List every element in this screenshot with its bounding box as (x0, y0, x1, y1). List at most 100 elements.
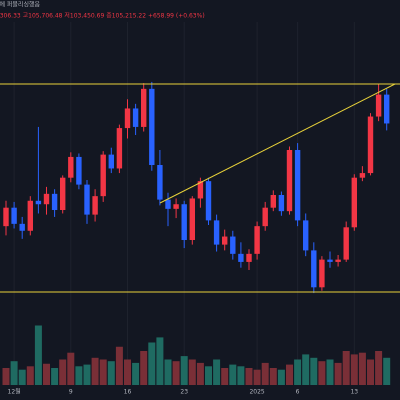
volume-bar (18, 369, 26, 385)
volume-bar (318, 361, 326, 385)
candle-body (351, 177, 357, 228)
volume-bar (229, 364, 237, 385)
volume-bar (269, 368, 277, 385)
volume-bar (10, 361, 18, 385)
candle-body (327, 259, 333, 262)
candle-body (270, 195, 276, 208)
volume-bar (140, 351, 148, 385)
volume-bar (205, 366, 212, 385)
x-tick-label: 12월 (8, 388, 21, 396)
volume-bar (245, 368, 253, 385)
header-band (0, 0, 400, 22)
volume-bar (253, 369, 261, 385)
x-tick-label: 2025 (249, 389, 264, 396)
candle-body (124, 108, 131, 129)
volume-bar (286, 364, 293, 385)
volume-panel (2, 325, 391, 385)
ohlc-legend: 4,306.33 고105,706.48 저103,450.69 종105,21… (0, 12, 205, 20)
candle-body (359, 173, 366, 178)
x-axis: 12월 9 16 23 2025 6 13 (8, 388, 359, 396)
volume-bar (383, 357, 391, 385)
volume-bar (148, 342, 156, 385)
volume-bar (358, 352, 366, 385)
candle-body (173, 204, 179, 209)
trend-line (159, 83, 396, 204)
volume-bar (75, 366, 83, 385)
candle-body (230, 236, 236, 254)
volume-bar (164, 359, 172, 385)
candle-body (222, 236, 228, 245)
x-tick-label: 13 (350, 389, 358, 396)
x-tick-label: 9 (69, 389, 73, 396)
volume-bar (277, 369, 285, 385)
volume-bar (302, 354, 310, 385)
publish-note: C•9 에 퍼블리싱했음 (0, 1, 40, 9)
volume-bar (59, 359, 67, 385)
candle-body (43, 193, 50, 205)
volume-bar (172, 361, 180, 385)
candle-body (294, 150, 301, 221)
volume-bar (294, 359, 302, 385)
x-tick-label: 23 (180, 389, 188, 396)
volume-bar (326, 359, 334, 385)
volume-bar (367, 359, 374, 385)
x-tick-label: 16 (124, 389, 132, 396)
volume-bar (124, 359, 131, 385)
candle-body (141, 88, 147, 127)
candle-body (205, 181, 212, 221)
volume-bar (26, 366, 34, 385)
volume-bar (2, 368, 10, 385)
candle-body (116, 128, 123, 169)
volume-bar (83, 364, 91, 385)
volume-bar (350, 354, 358, 385)
candle-body (51, 193, 58, 210)
volume-bar (34, 325, 42, 385)
candle-body (238, 253, 244, 262)
candle-body (335, 259, 341, 262)
candle-body (367, 116, 374, 174)
candle-body (60, 177, 66, 210)
x-tick-label: 6 (296, 389, 300, 396)
candle-body (92, 196, 98, 215)
candle-body (11, 207, 17, 224)
candle-body (213, 220, 220, 245)
volume-bar (132, 362, 140, 385)
volume-bar (221, 368, 229, 385)
volume-bar (334, 362, 342, 385)
candle-body (384, 94, 390, 124)
candle-body (343, 227, 349, 260)
candle-body (262, 207, 268, 227)
volume-bar (99, 359, 107, 385)
candle-body (165, 199, 171, 209)
volume-bar (188, 359, 196, 385)
volume-bar (156, 337, 164, 385)
candle-body (19, 223, 25, 231)
volume-bar (213, 359, 221, 385)
candle-body (3, 207, 9, 227)
candle-body (303, 220, 309, 251)
candle-body (278, 195, 285, 212)
candle-body (68, 156, 74, 178)
volume-bar (261, 362, 269, 385)
candle-body (149, 88, 155, 165)
candle-body (189, 198, 195, 240)
candle-body (319, 259, 325, 288)
candle-body (76, 156, 82, 185)
candle-body (246, 253, 252, 262)
volume-bar (43, 363, 50, 385)
candles (3, 81, 390, 294)
candle-body (132, 108, 139, 127)
volume-bar (91, 357, 99, 385)
candle-body (84, 184, 90, 215)
volume-bar (237, 366, 245, 385)
candle-body (100, 154, 106, 197)
candle-body (197, 181, 204, 199)
candle-body (27, 200, 33, 231)
volume-bar (310, 357, 318, 385)
candle-body (311, 250, 317, 288)
candle-body (181, 204, 187, 240)
volume-bar (107, 361, 115, 385)
candle-body (108, 154, 114, 169)
volume-bar (115, 346, 123, 385)
